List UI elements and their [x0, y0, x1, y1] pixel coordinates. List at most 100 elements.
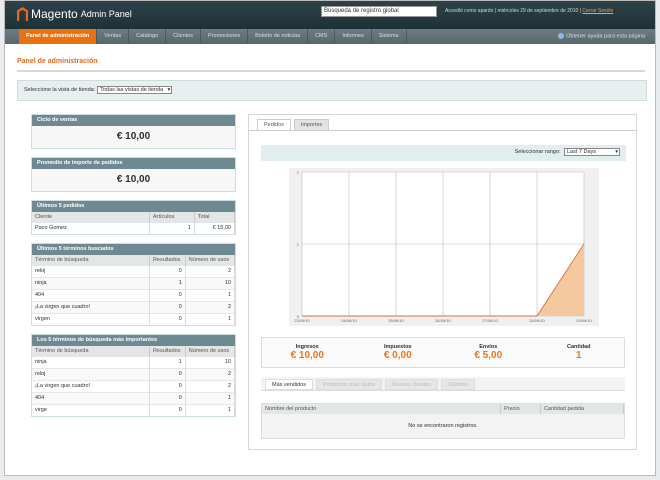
- help-icon: [558, 33, 565, 39]
- table-row[interactable]: ¡La virgen que cuadro! 0 2: [32, 379, 236, 392]
- table-cell: 1: [149, 276, 186, 289]
- column-header[interactable]: Artículos: [149, 212, 195, 222]
- column-header[interactable]: Resultados: [149, 255, 186, 265]
- nav-dashboard[interactable]: Panel de administración: [19, 29, 98, 44]
- data-point: [301, 315, 303, 317]
- table-row[interactable]: reloj 0 2: [32, 264, 236, 277]
- tab-new-customers[interactable]: Nuevos clientes: [385, 379, 439, 390]
- help-link[interactable]: Obtener ayuda para esta página: [558, 33, 645, 39]
- logged-in-text: Accedió como apardo: [445, 8, 494, 14]
- logo-subtitle: Admin Panel: [80, 9, 132, 19]
- nav-newsletter[interactable]: Boletín de noticias: [248, 29, 309, 44]
- range-label: Seleccionar rango:: [514, 149, 561, 155]
- nav-catalog[interactable]: Catálogo: [129, 29, 167, 44]
- average-value: € 10,00: [116, 174, 151, 185]
- table-cell: 1: [185, 288, 236, 301]
- table-cell: 2: [185, 264, 236, 277]
- table-row[interactable]: 404 0 1: [32, 391, 236, 404]
- table-cell: 0: [149, 367, 186, 380]
- logout-link[interactable]: Cerrar Sesión: [582, 8, 614, 14]
- table-row[interactable]: 404 0 1: [32, 288, 236, 301]
- table-row[interactable]: virge 0 1: [32, 403, 236, 416]
- table-cell: 10: [185, 355, 236, 368]
- top-search-title: Los 5 términos de búsqueda más important…: [32, 335, 235, 346]
- magento-logo[interactable]: Magento Admin Panel: [17, 7, 132, 21]
- column-header[interactable]: Cantidad pedida: [540, 404, 625, 414]
- table-row[interactable]: ninja 1 10: [32, 355, 236, 368]
- x-tick-label: 26/09/10: [435, 318, 451, 323]
- total-label: Cantidad: [566, 344, 591, 350]
- table-cell: 0: [149, 288, 186, 301]
- nav-system[interactable]: Sistema: [372, 29, 407, 44]
- table-cell: ninja: [32, 276, 150, 289]
- column-header[interactable]: Resultados: [149, 346, 186, 356]
- column-header[interactable]: Total: [194, 212, 236, 222]
- table-cell: 0: [149, 379, 186, 392]
- table-row[interactable]: ¡La virgen que cuadro! 0 2: [32, 300, 236, 313]
- data-point: [536, 315, 538, 317]
- totals-bar: Ingresos € 10,00 Impuestos € 0,00 Envíos € …: [261, 337, 625, 368]
- table-cell: 0: [149, 264, 186, 277]
- tab-customers[interactable]: Clientes: [441, 379, 475, 390]
- total-label: Ingresos: [295, 344, 319, 350]
- last-search-title: Últimos 5 términos buscados: [32, 244, 235, 255]
- tab-bestsellers[interactable]: Más vendidos: [265, 379, 313, 390]
- dashboard-panel: Pedidos Importes Seleccionar rango: Last…: [248, 114, 637, 450]
- total-value: € 5,00: [474, 350, 503, 361]
- range-select[interactable]: Last 7 Days: [564, 148, 620, 156]
- data-point: [395, 315, 397, 317]
- x-tick-label: 27/09/10: [482, 318, 498, 323]
- nav-cms[interactable]: CMS: [308, 29, 336, 44]
- total-revenue: Ingresos € 10,00: [262, 338, 353, 367]
- tab-amounts[interactable]: Importes: [293, 119, 330, 130]
- column-header[interactable]: Número de usos: [185, 255, 236, 265]
- x-tick-label: 28/09/10: [529, 318, 545, 323]
- nav-customers[interactable]: Clientes: [166, 29, 202, 44]
- column-header[interactable]: Precio: [500, 404, 541, 414]
- last-orders-title: Últimos 5 pedidos: [32, 201, 235, 212]
- y-tick-label: 2: [297, 170, 300, 175]
- nav-sales[interactable]: Ventas: [97, 29, 130, 44]
- nav-promotions[interactable]: Promociones: [201, 29, 249, 44]
- table-row[interactable]: reloj 0 2: [32, 367, 236, 380]
- column-header[interactable]: Nombre del producto: [262, 404, 502, 414]
- table-row[interactable]: Paco Gomez 1 € 15,00: [32, 221, 236, 234]
- column-header[interactable]: Número de usos: [185, 346, 236, 356]
- table-cell: 2: [185, 367, 236, 380]
- store-label: Seleccione la vista de tienda:: [24, 87, 96, 93]
- tab-most-viewed[interactable]: Productos más vistos: [315, 379, 383, 390]
- data-point: [442, 315, 444, 317]
- store-switcher: Seleccione la vista de tienda: Todas las …: [17, 80, 647, 101]
- header: Magento Admin Panel Búsqueda de registro …: [5, 1, 655, 29]
- table-cell: 1: [185, 403, 236, 416]
- x-tick-label: 23/09/10: [294, 318, 310, 323]
- last-search-terms: Últimos 5 términos buscados Término de bú…: [31, 243, 236, 326]
- table-cell: 404: [32, 288, 150, 301]
- table-cell: 2: [185, 300, 236, 313]
- table-cell: ¡La virgen que cuadro!: [32, 300, 150, 313]
- help-text: Obtener ayuda para esta página: [566, 33, 645, 40]
- lifetime-sales: Ciclo de ventas € 10,00: [31, 114, 236, 149]
- nav-reports[interactable]: Informes: [335, 29, 372, 44]
- orders-chart: 0 1 2 23/09/10 24/09/10 25/09/10 26/09/10 27/09…: [289, 168, 599, 326]
- total-shipping: Envíos € 5,00: [443, 338, 534, 367]
- column-header[interactable]: Cliente: [32, 212, 150, 222]
- tab-orders[interactable]: Pedidos: [257, 119, 291, 130]
- table-cell: reloj: [32, 264, 150, 277]
- table-cell: virgen: [32, 312, 150, 325]
- lifetime-title: Ciclo de ventas: [32, 115, 235, 126]
- column-header[interactable]: Término de búsqueda: [32, 346, 150, 356]
- store-select[interactable]: Todas las vistas de tienda: [97, 86, 173, 94]
- table-row[interactable]: virgen 0 1: [32, 312, 236, 325]
- data-point: [489, 315, 491, 317]
- chart-tabs: Pedidos Importes: [249, 115, 636, 131]
- global-search-input[interactable]: Búsqueda de registro global: [321, 6, 437, 17]
- x-tick-label: 25/09/10: [388, 318, 404, 323]
- data-point: [348, 315, 350, 317]
- divider: [17, 70, 645, 72]
- table-cell: 1: [149, 221, 195, 234]
- column-header[interactable]: Término de búsqueda: [32, 255, 150, 265]
- table-row[interactable]: ninja 1 10: [32, 276, 236, 289]
- table-cell: 2: [185, 379, 236, 392]
- last-orders: Últimos 5 pedidos Cliente Artículos Total Pa…: [31, 200, 236, 235]
